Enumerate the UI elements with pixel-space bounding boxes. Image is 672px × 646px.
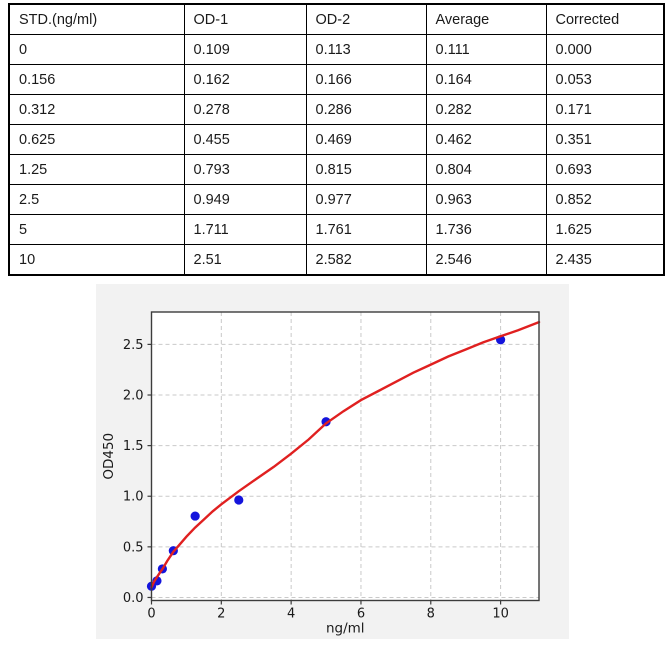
table-cell: 0.156 bbox=[8, 64, 185, 95]
x-tick-label: 8 bbox=[427, 607, 435, 622]
table-cell: 0.455 bbox=[183, 124, 307, 155]
table-cell: 0.166 bbox=[305, 64, 427, 95]
table-header-cell: OD-2 bbox=[305, 3, 427, 35]
table-cell: 1.25 bbox=[8, 154, 185, 185]
table-cell: 5 bbox=[8, 214, 185, 245]
y-tick-label: 2.0 bbox=[123, 389, 144, 404]
y-tick-label: 0.5 bbox=[123, 540, 144, 555]
table-cell: 0.053 bbox=[545, 64, 665, 95]
table-cell: 0.793 bbox=[183, 154, 307, 185]
table-cell: 2.546 bbox=[425, 244, 547, 276]
table-cell: 0.278 bbox=[183, 94, 307, 125]
x-tick-label: 6 bbox=[357, 607, 365, 622]
table-cell: 1.761 bbox=[305, 214, 427, 245]
table-header-cell: Corrected bbox=[545, 3, 665, 35]
table-cell: 2.51 bbox=[183, 244, 307, 276]
table-cell: 1.711 bbox=[183, 214, 307, 245]
table-cell: 0.804 bbox=[425, 154, 547, 185]
table-cell: 0.164 bbox=[425, 64, 547, 95]
table-cell: 1.625 bbox=[545, 214, 665, 245]
table-cell: 0.977 bbox=[305, 184, 427, 215]
table-row: 0.312 0.278 0.286 0.282 0.171 bbox=[8, 94, 665, 125]
table-header-cell: OD-1 bbox=[183, 3, 307, 35]
plot-frame bbox=[150, 311, 540, 602]
y-tick-label: 1.5 bbox=[123, 439, 144, 454]
x-tick-label: 0 bbox=[147, 607, 155, 622]
x-axis-label: ng/ml bbox=[326, 621, 365, 637]
table-cell: 2.5 bbox=[8, 184, 185, 215]
table-row: 0 0.109 0.113 0.111 0.000 bbox=[8, 34, 665, 65]
table-row: 5 1.711 1.761 1.736 1.625 bbox=[8, 214, 665, 245]
table-header-cell: Average bbox=[425, 3, 547, 35]
table-cell: 1.736 bbox=[425, 214, 547, 245]
table-row: 10 2.51 2.582 2.546 2.435 bbox=[8, 244, 665, 276]
table-header-row: STD.(ng/ml) OD-1 OD-2 Average Corrected bbox=[8, 3, 665, 35]
y-axis-label: OD450 bbox=[101, 433, 117, 480]
standards-table: STD.(ng/ml) OD-1 OD-2 Average Corrected 0 0.1… bbox=[8, 3, 665, 276]
table-cell: 0.852 bbox=[545, 184, 665, 215]
table-cell: 0.949 bbox=[183, 184, 307, 215]
x-tick-label: 4 bbox=[287, 607, 295, 622]
table-cell: 0.815 bbox=[305, 154, 427, 185]
data-point bbox=[234, 495, 244, 505]
table-cell: 2.435 bbox=[545, 244, 665, 276]
y-tick-label: 2.5 bbox=[123, 338, 144, 353]
table-cell: 0.282 bbox=[425, 94, 547, 125]
table-cell: 2.582 bbox=[305, 244, 427, 276]
table-cell: 0.351 bbox=[545, 124, 665, 155]
table-row: 1.25 0.793 0.815 0.804 0.693 bbox=[8, 154, 665, 185]
table-row: 0.625 0.455 0.469 0.462 0.351 bbox=[8, 124, 665, 155]
data-point bbox=[190, 511, 200, 521]
standard-curve-chart: 0 2 4 6 8 10 0.0 0.5 1.0 1.5 2.0 2.5 ng/ml OD450 bbox=[101, 311, 541, 637]
table-cell: 0.000 bbox=[545, 34, 665, 65]
fit-curve bbox=[150, 320, 541, 589]
table-cell: 0.111 bbox=[425, 34, 547, 65]
table-cell: 0.625 bbox=[8, 124, 185, 155]
table-cell: 0.312 bbox=[8, 94, 185, 125]
table-cell: 0.286 bbox=[305, 94, 427, 125]
table-cell: 0 bbox=[8, 34, 185, 65]
table-cell: 0.113 bbox=[305, 34, 427, 65]
y-tick-label: 1.0 bbox=[123, 490, 144, 505]
table-row: 0.156 0.162 0.166 0.164 0.053 bbox=[8, 64, 665, 95]
table-cell: 0.693 bbox=[545, 154, 665, 185]
table-cell: 0.963 bbox=[425, 184, 547, 215]
table-cell: 0.469 bbox=[305, 124, 427, 155]
table-header-cell: STD.(ng/ml) bbox=[8, 3, 185, 35]
y-tick-label: 0.0 bbox=[123, 591, 144, 606]
standard-curve-figure: 0 2 4 6 8 10 0.0 0.5 1.0 1.5 2.0 2.5 ng/ml OD450 bbox=[96, 284, 569, 639]
table-cell: 10 bbox=[8, 244, 185, 276]
table-cell: 0.171 bbox=[545, 94, 665, 125]
table-cell: 0.109 bbox=[183, 34, 307, 65]
table-cell: 0.162 bbox=[183, 64, 307, 95]
x-tick-label: 10 bbox=[492, 607, 509, 622]
table-row: 2.5 0.949 0.977 0.963 0.852 bbox=[8, 184, 665, 215]
table-cell: 0.462 bbox=[425, 124, 547, 155]
plot-area bbox=[151, 312, 539, 601]
x-tick-label: 2 bbox=[217, 607, 225, 622]
